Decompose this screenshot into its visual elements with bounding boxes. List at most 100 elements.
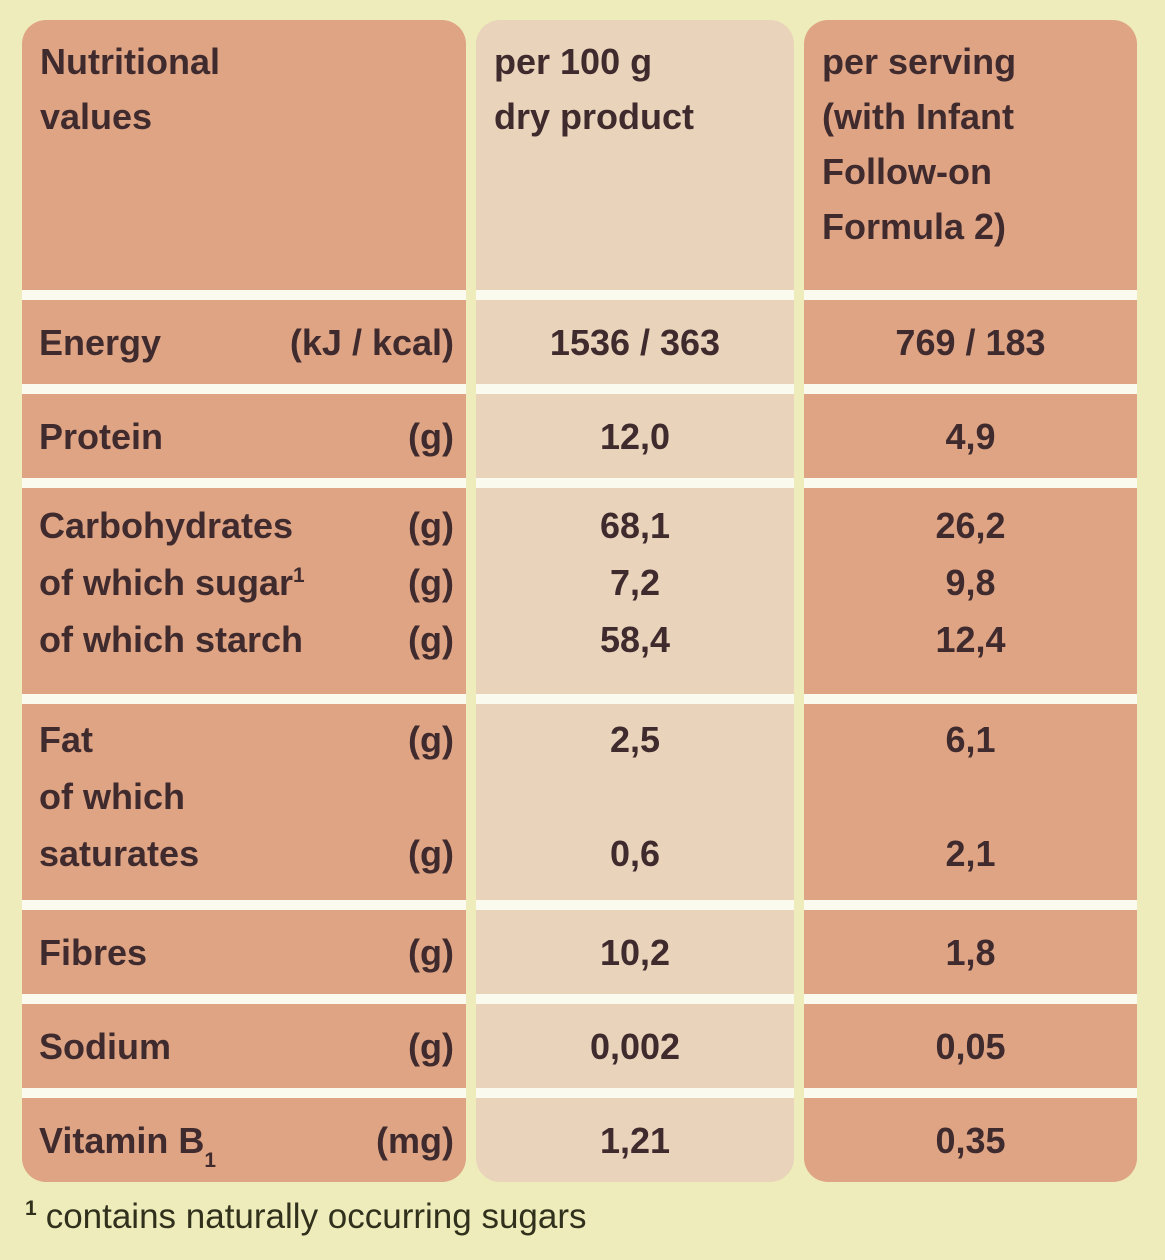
value-line: 9,8 — [945, 562, 996, 603]
footnote-reference: 1 — [293, 564, 305, 587]
row-separator — [804, 290, 1137, 300]
carbohydrates-per-100g-value: 68,1 7,2 58,4 — [476, 488, 794, 694]
row-separator — [476, 290, 794, 300]
carbohydrates-label-cell: Carbohydrates (g) of which sugar1 (g) of… — [22, 488, 466, 694]
label-line: Carbohydrates (g) — [39, 497, 454, 554]
value-line — [810, 768, 1131, 825]
nutrient-name: Protein — [39, 415, 164, 457]
row-separator — [476, 694, 794, 704]
unit-label: (g) — [408, 619, 454, 660]
value-line: 769 / 183 — [895, 321, 1046, 363]
value-line: 10,2 — [599, 931, 671, 973]
nutrient-name: of which — [39, 776, 185, 817]
column-per-serving: per serving (with Infant Follow-on Formu… — [804, 20, 1137, 1182]
protein-label-cell: Protein (g) — [22, 394, 466, 478]
label-line: Fat (g) — [39, 711, 454, 768]
protein-per-serving-value: 4,9 — [804, 394, 1137, 478]
label-line: Protein (g) — [39, 408, 454, 465]
row-separator — [804, 694, 1137, 704]
header-line: Formula 2) — [822, 206, 1007, 247]
fat-per-100g-value: 2,5 0,6 — [476, 704, 794, 900]
label-line: of which starch (g) — [39, 611, 454, 668]
sodium-per-serving-value: 0,05 — [804, 1004, 1137, 1088]
header-nutritional-values: Nutritional values — [22, 20, 466, 290]
header-line: per serving — [822, 41, 1017, 82]
label-line: Vitamin B1 (mg) — [39, 1112, 454, 1171]
protein-per-100g-value: 12,0 — [476, 394, 794, 478]
energy-label-cell: Energy (kJ / kcal) — [22, 300, 466, 384]
row-separator — [476, 994, 794, 1004]
header-line: dry product — [494, 96, 695, 137]
vitamin-b1-per-serving-value: 0,35 — [804, 1098, 1137, 1182]
unit-label: (g) — [408, 415, 454, 457]
value-line: 1,21 — [599, 1119, 671, 1161]
value-line: 0,002 — [589, 1025, 681, 1067]
fibres-per-100g-value: 10,2 — [476, 910, 794, 994]
carbohydrates-per-serving-value: 26,2 9,8 12,4 — [804, 488, 1137, 694]
sodium-per-100g-value: 0,002 — [476, 1004, 794, 1088]
row-separator — [476, 384, 794, 394]
label-line: Fibres (g) — [39, 924, 454, 981]
fibres-per-serving-value: 1,8 — [804, 910, 1137, 994]
label-line: Energy (kJ / kcal) — [39, 314, 454, 371]
nutrient-name: of which sugar1 — [39, 562, 305, 603]
value-line: 4,9 — [945, 415, 996, 457]
column-per-100g: per 100 g dry product 1536 / 363 12,0 68… — [476, 20, 794, 1182]
value-line: 7,2 — [609, 562, 661, 603]
footnote: 1 contains naturally occurring sugars — [25, 1194, 587, 1240]
value-line: 12,0 — [599, 415, 671, 457]
value-line: 1536 / 363 — [549, 321, 721, 363]
value-line: 26,2 — [935, 505, 1006, 546]
value-line: 68,1 — [599, 505, 671, 546]
row-separator — [22, 1088, 466, 1098]
value-line: 2,5 — [609, 719, 661, 760]
row-separator — [476, 900, 794, 910]
row-separator — [22, 994, 466, 1004]
label-line: saturates (g) — [39, 825, 454, 882]
row-separator — [22, 900, 466, 910]
value-line: 58,4 — [599, 619, 671, 660]
vitamin-b1-per-100g-value: 1,21 — [476, 1098, 794, 1182]
value-line: 0,6 — [609, 833, 661, 874]
unit-label: (kJ / kcal) — [289, 321, 454, 363]
row-separator — [476, 478, 794, 488]
unit-label: (g) — [408, 505, 454, 546]
row-separator — [804, 384, 1137, 394]
nutrient-name: of which starch — [39, 619, 304, 660]
nutrient-name: saturates — [39, 833, 200, 874]
label-line: Sodium (g) — [39, 1018, 454, 1075]
header-line: Follow-on — [822, 151, 992, 192]
header-per-serving: per serving (with Infant Follow-on Formu… — [804, 20, 1137, 290]
footnote-text: contains naturally occurring sugars — [45, 1197, 587, 1236]
row-separator — [804, 900, 1137, 910]
row-separator — [22, 384, 466, 394]
column-nutrient-labels: Nutritional values Energy (kJ / kcal) Pr… — [22, 20, 466, 1182]
fat-label-cell: Fat (g) of which saturates (g) — [22, 704, 466, 900]
nutrient-name: Fat — [39, 719, 93, 760]
nutrient-name: Sodium — [39, 1025, 171, 1067]
fat-per-serving-value: 6,1 2,1 — [804, 704, 1137, 900]
unit-label: (g) — [408, 833, 454, 874]
row-separator — [804, 994, 1137, 1004]
value-line: 0,35 — [935, 1119, 1006, 1161]
header-line: per 100 g — [494, 41, 653, 82]
value-line — [482, 768, 788, 825]
unit-label: (mg) — [376, 1119, 454, 1161]
energy-per-100g-value: 1536 / 363 — [476, 300, 794, 384]
row-separator — [22, 478, 466, 488]
nutrition-table: Nutritional values Energy (kJ / kcal) Pr… — [22, 20, 1137, 1182]
unit-label: (g) — [408, 562, 454, 603]
row-separator — [22, 694, 466, 704]
vitamin-b1-label-cell: Vitamin B1 (mg) — [22, 1098, 466, 1182]
nutrient-name: Carbohydrates — [39, 505, 294, 546]
fibres-label-cell: Fibres (g) — [22, 910, 466, 994]
value-line: 0,05 — [935, 1025, 1006, 1067]
row-separator — [804, 478, 1137, 488]
label-line: of which sugar1 (g) — [39, 554, 454, 611]
header-line: (with Infant — [822, 96, 1014, 137]
header-per-100g: per 100 g dry product — [476, 20, 794, 290]
unit-label: (g) — [408, 1025, 454, 1067]
header-line: Nutritional — [40, 41, 220, 82]
energy-per-serving-value: 769 / 183 — [804, 300, 1137, 384]
